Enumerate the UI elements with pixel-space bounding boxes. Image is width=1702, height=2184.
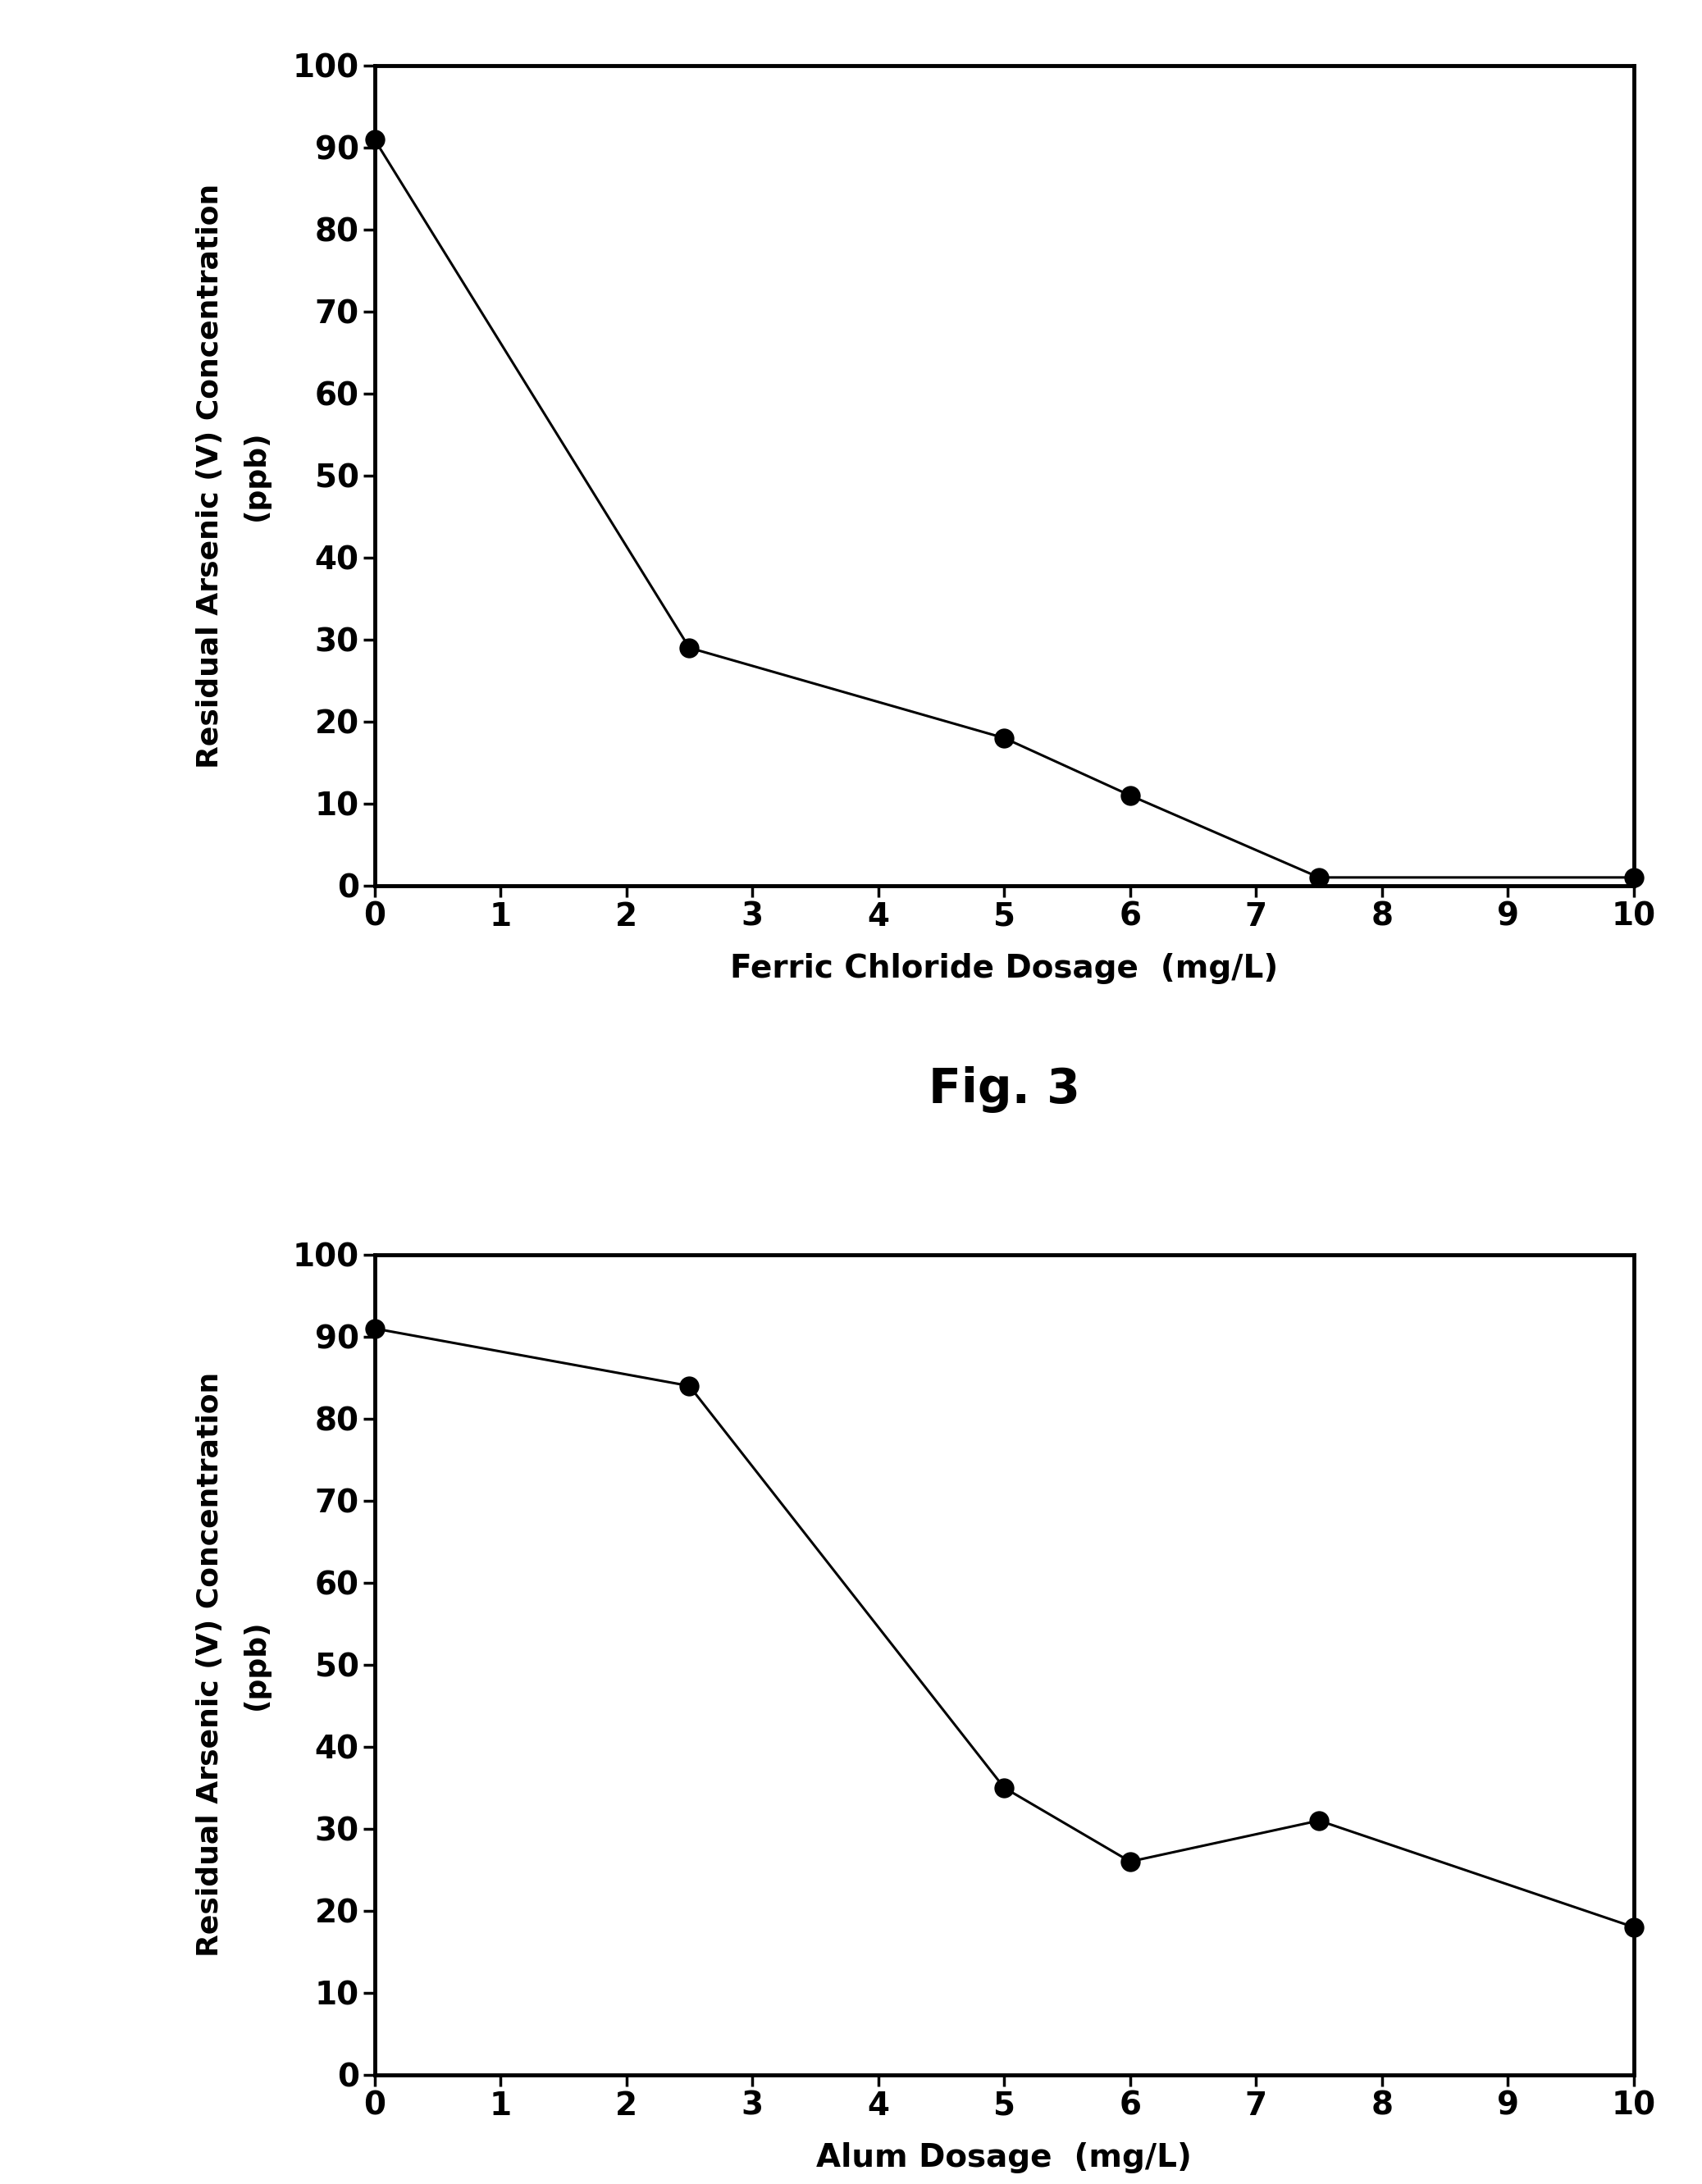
Y-axis label: Residual Arsenic (V) Concentration
(ppb): Residual Arsenic (V) Concentration (ppb) xyxy=(196,183,269,769)
Y-axis label: Residual Arsenic (V) Concentration
(ppb): Residual Arsenic (V) Concentration (ppb) xyxy=(196,1372,269,1957)
Text: Fig. 3: Fig. 3 xyxy=(928,1066,1081,1114)
X-axis label: Ferric Chloride Dosage  (mg/L): Ferric Chloride Dosage (mg/L) xyxy=(730,952,1278,983)
X-axis label: Alum Dosage  (mg/L): Alum Dosage (mg/L) xyxy=(817,2143,1191,2173)
